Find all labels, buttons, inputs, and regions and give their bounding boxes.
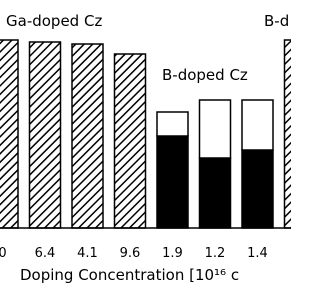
x-tick-label: 9.6: [120, 246, 141, 261]
x-tick-label: 6.4: [35, 246, 56, 261]
bar-segment: [241, 149, 274, 229]
x-tick-label: 1.9: [162, 246, 183, 261]
annotation: B-doped Cz: [162, 66, 248, 84]
x-tick-label: 1.2: [205, 246, 226, 261]
bar-segment: [198, 157, 232, 229]
bar-segment: [283, 39, 291, 229]
x-tick-label: 4.1: [77, 246, 98, 261]
chart: Ga-doped Cz B-doped Cz B-d Doping Concen…: [0, 12, 291, 284]
bar-segment: [28, 41, 62, 229]
annotation: Ga-doped Cz: [6, 12, 102, 30]
x-axis-title: Doping Concentration [10¹⁶ c: [20, 266, 239, 284]
x-tick-label: 1.4: [247, 246, 268, 261]
annotation: B-d: [264, 12, 289, 30]
bar-segment: [0, 39, 19, 229]
x-tick-label: 0: [0, 246, 7, 261]
bar-segment: [71, 43, 104, 229]
bar-segment: [156, 135, 189, 229]
bar-segment: [156, 111, 189, 137]
bar-segment: [241, 99, 274, 151]
bar-segment: [113, 53, 147, 229]
bar-segment: [198, 99, 232, 159]
